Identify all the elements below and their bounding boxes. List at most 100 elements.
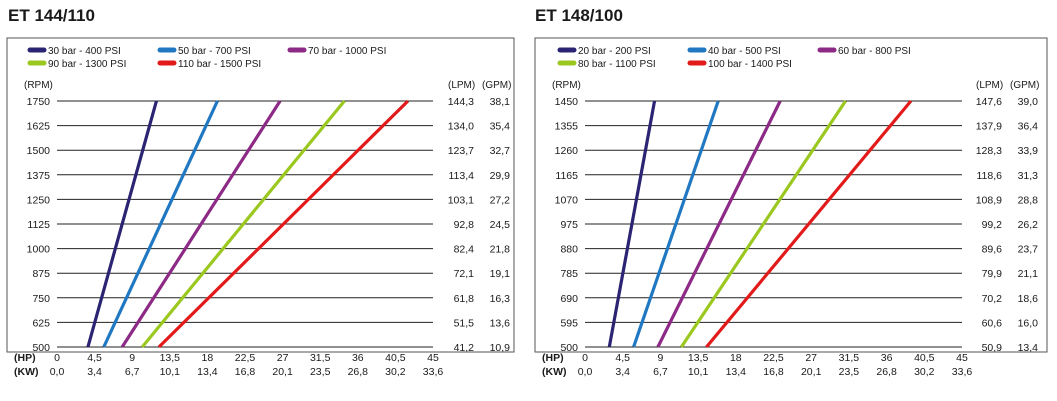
kw-tick-right-0: 0,0 xyxy=(578,366,593,378)
lpm-tick-right-6: 89,6 xyxy=(982,244,1003,256)
hp-tick-right-2: 9 xyxy=(657,352,663,364)
kw-tick-left-10: 33,6 xyxy=(423,366,444,378)
hp-tick-right-7: 31,5 xyxy=(839,352,860,364)
legend-label-right-2: 60 bar - 800 PSI xyxy=(838,46,911,57)
hp-tick-right-5: 22,5 xyxy=(763,352,784,364)
rpm-tick-right-2: 1260 xyxy=(555,145,579,157)
kw-tick-left-7: 23,5 xyxy=(310,366,331,378)
gpm-tick-right-9: 16,0 xyxy=(1018,317,1039,329)
gpm-tick-left-9: 13,6 xyxy=(490,317,511,329)
legend-label-right-4: 100 bar - 1400 PSI xyxy=(708,59,792,70)
hp-unit-label-right: (HP) xyxy=(542,352,564,364)
hp-tick-left-3: 13,5 xyxy=(160,352,181,364)
rpm-tick-right-6: 880 xyxy=(560,244,578,256)
gpm-tick-left-1: 35,4 xyxy=(490,121,511,133)
kw-tick-right-3: 10,1 xyxy=(688,366,709,378)
rpm-tick-right-8: 690 xyxy=(560,293,578,305)
lpm-tick-left-4: 103,1 xyxy=(448,194,474,206)
hp-tick-left-5: 22,5 xyxy=(235,352,256,364)
legend-label-left-3: 90 bar - 1300 PSI xyxy=(48,59,126,70)
rpm-unit-label-right: (RPM) xyxy=(552,80,581,91)
lpm-tick-left-8: 61,8 xyxy=(454,293,475,305)
kw-tick-right-6: 20,1 xyxy=(801,366,822,378)
gpm-tick-left-4: 27,2 xyxy=(490,194,511,206)
lpm-tick-left-10: 41,2 xyxy=(454,342,475,354)
rpm-tick-right-10: 500 xyxy=(560,342,578,354)
series-line-right-2 xyxy=(656,100,782,348)
rpm-unit-label-left: (RPM) xyxy=(24,80,53,91)
series-line-left-4 xyxy=(157,99,410,349)
series-line-right-1 xyxy=(632,100,720,348)
lpm-tick-left-2: 123,7 xyxy=(448,145,474,157)
lpm-tick-left-6: 82,4 xyxy=(454,244,475,256)
rpm-tick-left-6: 1000 xyxy=(27,244,51,256)
legend-label-left-2: 70 bar - 1000 PSI xyxy=(308,46,386,57)
lpm-tick-left-0: 144,3 xyxy=(448,96,474,108)
lpm-tick-right-7: 79,9 xyxy=(982,268,1003,280)
gpm-tick-right-0: 39,0 xyxy=(1018,96,1039,108)
rpm-tick-left-5: 1125 xyxy=(27,219,50,231)
lpm-tick-right-0: 147,6 xyxy=(976,96,1002,108)
chart-frame-left xyxy=(6,37,515,353)
gpm-tick-right-2: 33,9 xyxy=(1018,145,1039,157)
gpm-tick-left-7: 19,1 xyxy=(490,268,511,280)
gpm-tick-right-5: 26,2 xyxy=(1018,219,1039,231)
hp-tick-left-9: 40,5 xyxy=(385,352,406,364)
hp-tick-right-8: 36 xyxy=(881,352,893,364)
hp-tick-left-6: 27 xyxy=(277,352,289,364)
gpm-tick-left-8: 16,3 xyxy=(490,293,511,305)
gpm-tick-left-5: 24,5 xyxy=(490,219,511,231)
kw-tick-left-3: 10,1 xyxy=(160,366,181,378)
rpm-tick-right-1: 1355 xyxy=(555,121,579,133)
hp-tick-right-0: 0 xyxy=(582,352,588,364)
rpm-tick-left-0: 1750 xyxy=(27,96,51,108)
gpm-tick-right-7: 21,1 xyxy=(1018,268,1039,280)
chart-frame-right xyxy=(534,37,1048,353)
gpm-tick-left-10: 10,9 xyxy=(490,342,511,354)
lpm-unit-label-left: (LPM) xyxy=(448,80,475,91)
kw-tick-right-2: 6,7 xyxy=(653,366,668,378)
legend-label-right-3: 80 bar - 1100 PSI xyxy=(578,59,656,70)
gpm-tick-right-1: 36,4 xyxy=(1018,121,1039,133)
legend-label-left-0: 30 bar - 400 PSI xyxy=(48,46,121,57)
series-line-left-0 xyxy=(86,100,158,348)
hp-tick-left-7: 31,5 xyxy=(310,352,331,364)
kw-tick-right-10: 33,6 xyxy=(952,366,973,378)
hp-tick-right-9: 40,5 xyxy=(914,352,935,364)
hp-tick-right-4: 18 xyxy=(730,352,742,364)
rpm-tick-right-0: 1450 xyxy=(555,96,579,108)
series-line-right-0 xyxy=(607,100,657,348)
hp-tick-left-2: 9 xyxy=(129,352,135,364)
rpm-tick-left-3: 1375 xyxy=(27,170,51,182)
lpm-tick-right-2: 128,3 xyxy=(976,145,1002,157)
gpm-tick-left-3: 29,9 xyxy=(490,170,511,182)
rpm-tick-right-7: 785 xyxy=(560,268,578,280)
kw-tick-left-8: 26,8 xyxy=(348,366,369,378)
kw-tick-right-9: 30,2 xyxy=(914,366,935,378)
legend-label-left-4: 110 bar - 1500 PSI xyxy=(178,59,261,70)
hp-tick-left-0: 0 xyxy=(54,352,60,364)
gpm-tick-right-6: 23,7 xyxy=(1018,244,1039,256)
legend-label-left-1: 50 bar - 700 PSI xyxy=(178,46,251,57)
lpm-unit-label-right: (LPM) xyxy=(976,80,1003,91)
hp-tick-left-10: 45 xyxy=(427,352,439,364)
hp-unit-label-left: (HP) xyxy=(14,352,36,364)
hp-tick-right-3: 13,5 xyxy=(688,352,709,364)
kw-tick-left-4: 13,4 xyxy=(197,366,218,378)
gpm-unit-label-left: (GPM) xyxy=(482,80,511,91)
kw-tick-right-4: 13,4 xyxy=(726,366,747,378)
rpm-tick-left-4: 1250 xyxy=(27,194,51,206)
kw-tick-right-7: 23,5 xyxy=(839,366,860,378)
lpm-tick-left-9: 51,5 xyxy=(454,317,475,329)
gpm-tick-right-3: 31,3 xyxy=(1018,170,1039,182)
kw-tick-left-2: 6,7 xyxy=(125,366,140,378)
kw-tick-left-1: 3,4 xyxy=(87,366,102,378)
lpm-tick-left-7: 72,1 xyxy=(454,268,475,280)
hp-tick-left-4: 18 xyxy=(202,352,214,364)
series-line-left-3 xyxy=(140,99,346,349)
legend-label-right-0: 20 bar - 200 PSI xyxy=(578,46,651,57)
lpm-tick-right-8: 70,2 xyxy=(982,293,1003,305)
hp-tick-right-6: 27 xyxy=(805,352,817,364)
series-line-right-3 xyxy=(680,100,847,348)
